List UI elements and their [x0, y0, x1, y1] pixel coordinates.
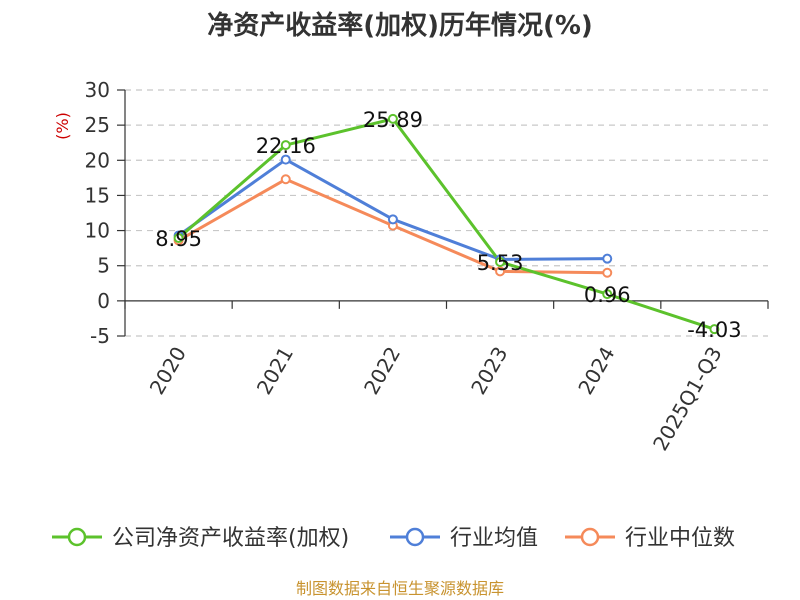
series-line — [177, 158, 608, 261]
x-tick-label: 2022 — [359, 343, 405, 399]
y-tick-labels: 30 25 20 15 10 5 0 -5 — [85, 78, 110, 348]
data-labels: 8.95 22.16 25.89 5.53 0.96 -4.03 — [155, 108, 741, 342]
data-point — [709, 324, 720, 335]
axes — [117, 89, 769, 337]
data-point — [602, 267, 613, 278]
legend-item[interactable]: 行业均值 — [390, 526, 538, 551]
data-label: 5.53 — [477, 251, 524, 275]
data-point — [280, 140, 291, 151]
data-label: 25.89 — [363, 108, 423, 132]
source-note: 制图数据来自恒生聚源数据库 — [296, 579, 504, 598]
y-tick-label: 10 — [85, 219, 110, 243]
data-point — [495, 266, 506, 277]
y-axis-label: (%) — [53, 112, 72, 140]
x-tick-label: 2023 — [466, 343, 512, 399]
y-tick-label: 25 — [85, 113, 110, 137]
data-point — [387, 214, 398, 225]
y-tick-label: -5 — [90, 324, 110, 348]
grid-lines — [125, 89, 768, 337]
data-point — [173, 232, 184, 243]
series-line — [177, 117, 715, 331]
legend-swatch-marker — [67, 527, 87, 547]
data-point — [387, 113, 398, 124]
legend-item[interactable]: 行业中位数 — [565, 526, 735, 551]
x-tick-label: 2020 — [145, 343, 191, 399]
legend-item[interactable]: 公司净资产收益率(加权) — [52, 526, 349, 551]
data-label: -4.03 — [687, 318, 741, 342]
legend-label: 公司净资产收益率(加权) — [112, 526, 349, 551]
y-tick-label: 0 — [97, 289, 110, 313]
data-label: 22.16 — [256, 134, 316, 158]
data-label: 8.95 — [155, 227, 202, 251]
legend[interactable]: 公司净资产收益率(加权) 行业均值 行业中位数 — [52, 526, 735, 551]
data-point — [602, 253, 613, 264]
data-point — [280, 154, 291, 165]
x-tick-label: 2024 — [573, 343, 619, 399]
data-label: 0.96 — [584, 283, 631, 307]
y-tick-label: 5 — [97, 254, 110, 278]
data-point — [602, 289, 613, 300]
data-point — [495, 256, 506, 267]
y-tick-label: 20 — [85, 148, 110, 172]
legend-swatch-marker — [580, 527, 600, 547]
x-tick-label: 2025Q1-Q3 — [648, 343, 727, 455]
x-tick-labels: 2020 2021 2022 2023 2024 2025Q1-Q3 — [145, 343, 727, 455]
y-tick-label: 15 — [85, 183, 110, 207]
y-tick-label: 30 — [85, 78, 110, 102]
x-tick-label: 2021 — [252, 343, 298, 399]
legend-label: 行业均值 — [450, 526, 538, 551]
series-points — [173, 113, 720, 335]
legend-swatch-marker — [405, 527, 425, 547]
legend-label: 行业中位数 — [625, 526, 735, 551]
chart-title: 净资产收益率(加权)历年情况(%) — [207, 10, 593, 41]
data-point — [280, 174, 291, 185]
